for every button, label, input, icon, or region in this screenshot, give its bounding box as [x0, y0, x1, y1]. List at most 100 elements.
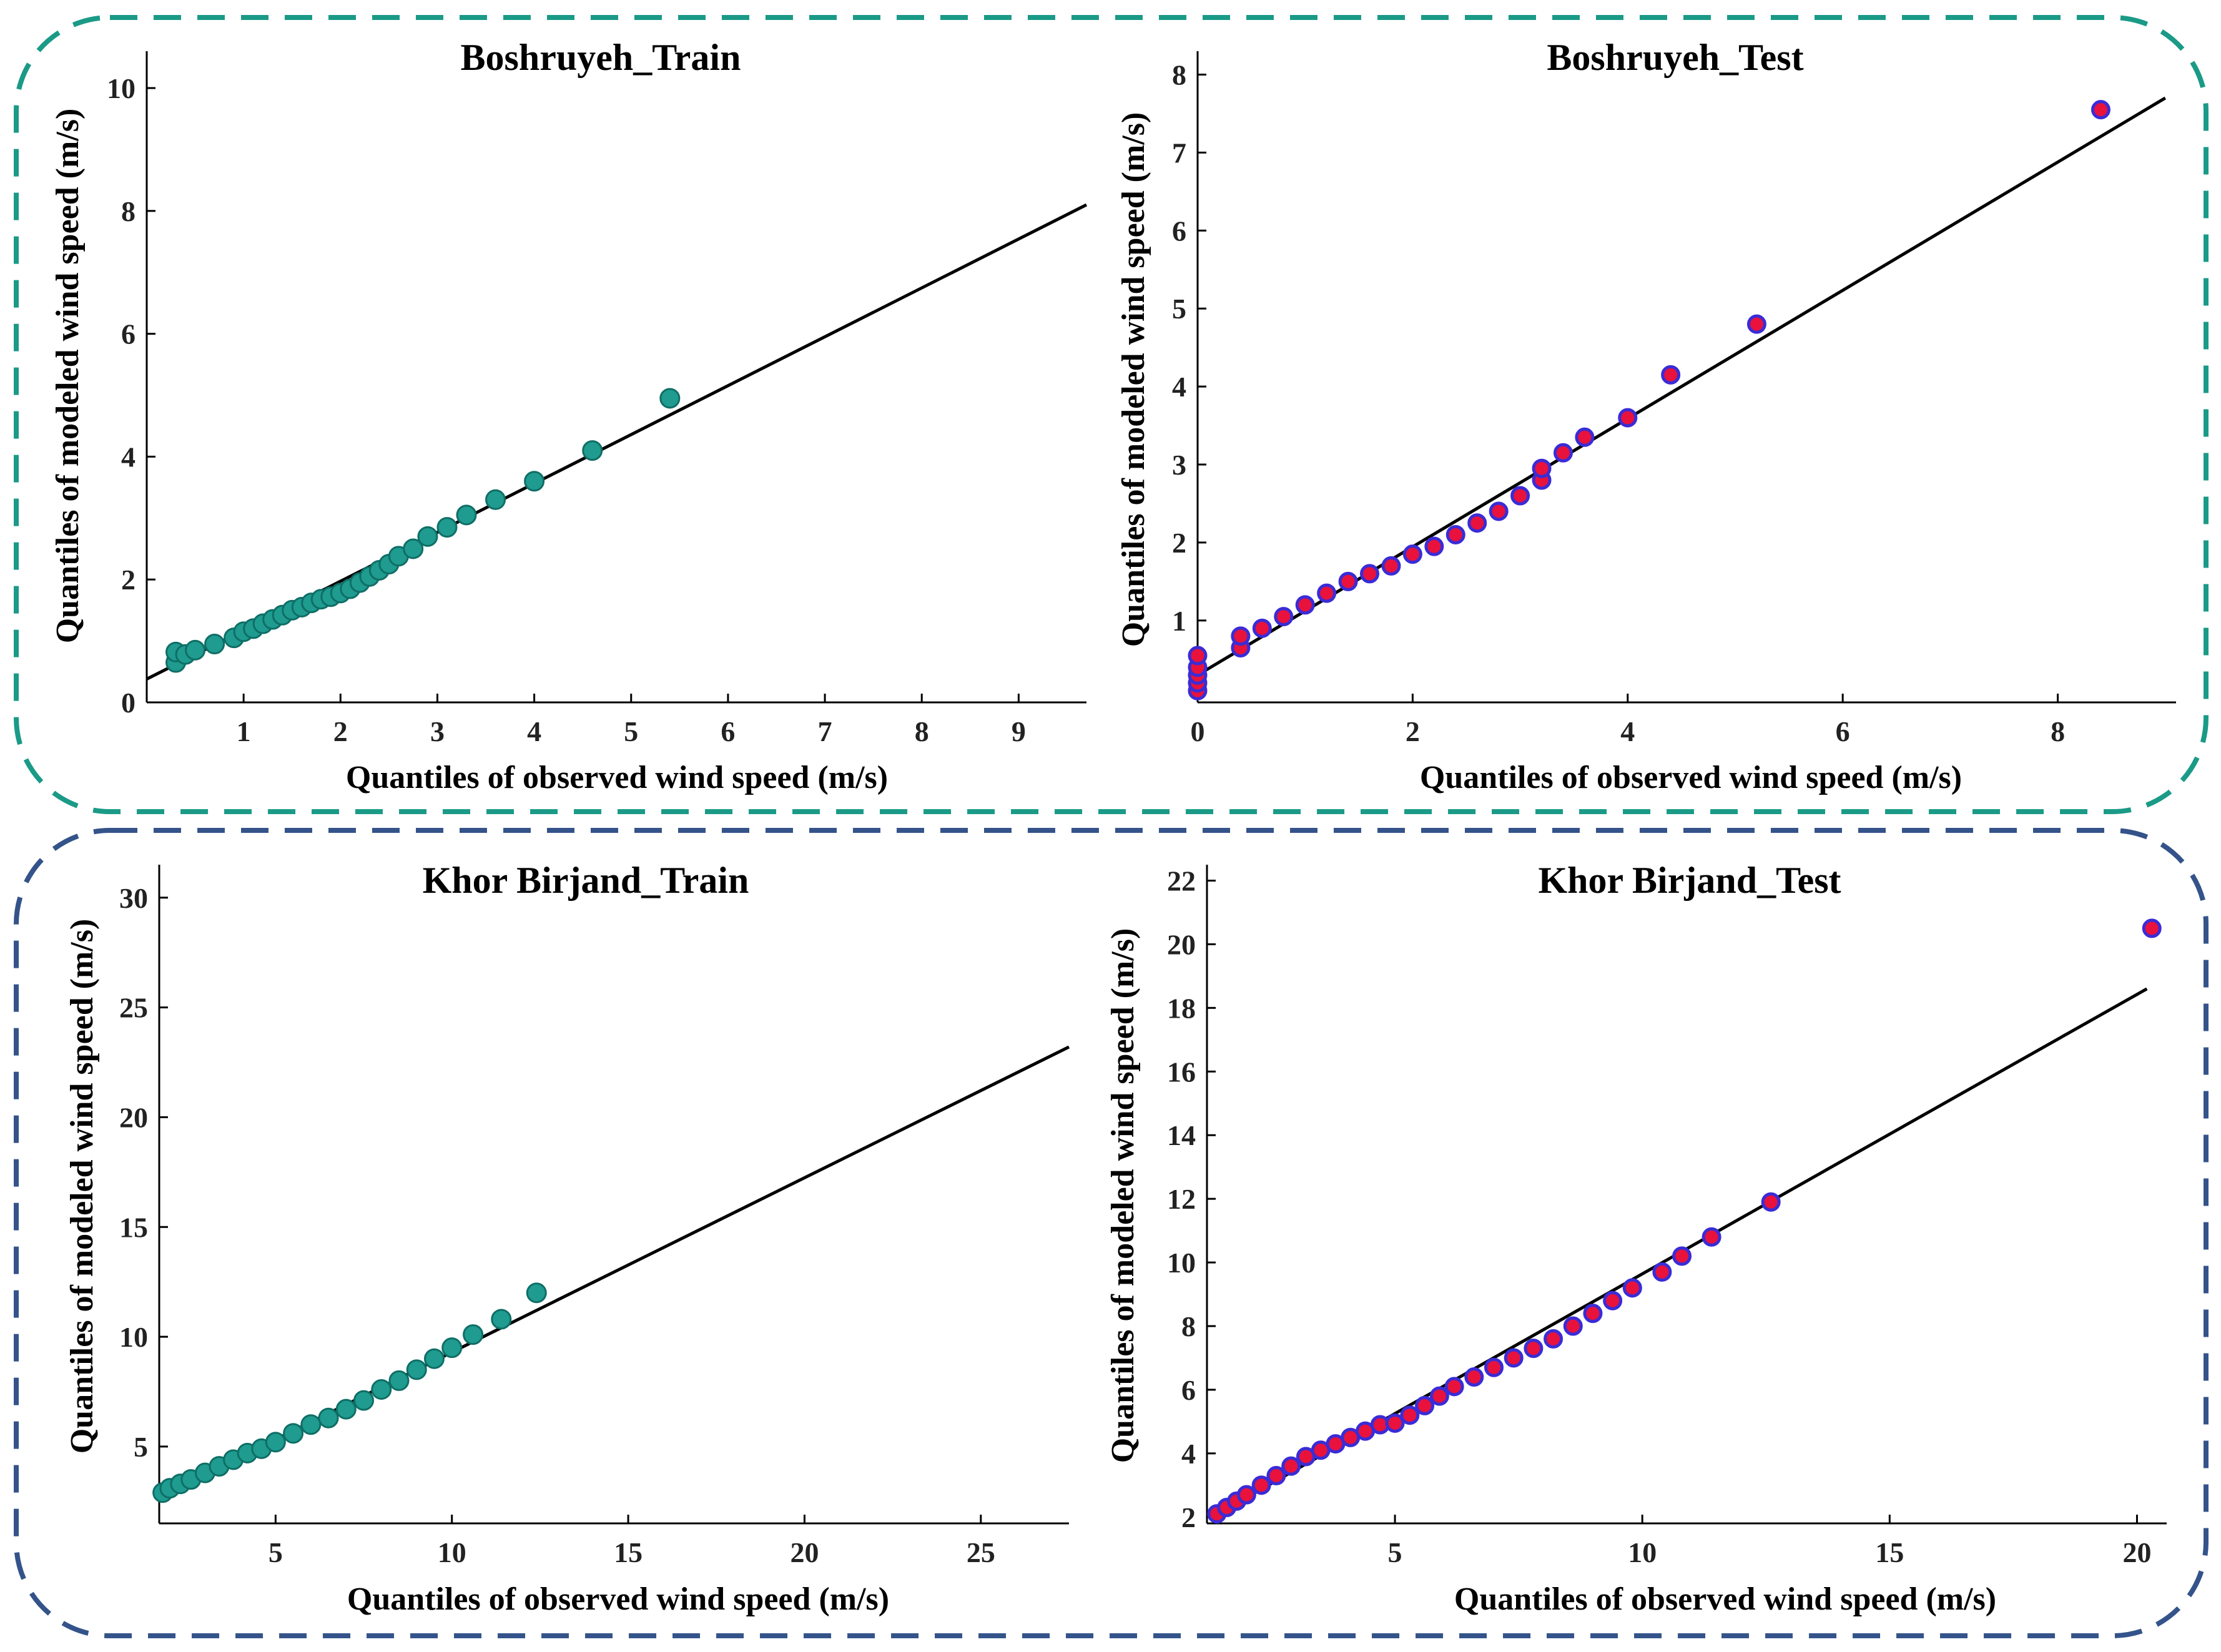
data-point [1385, 1413, 1405, 1433]
y-tick-label: 12 [1167, 1183, 1196, 1215]
x-tick-label: 8 [2051, 715, 2065, 747]
panel-khor-birjand-test: Khor Birjand_Test Quantiles of observed … [1105, 860, 2167, 1617]
boshruyeh-group-frame [14, 15, 2209, 814]
panel-boshruyeh-train: Boshruyeh_Train Quantiles of observed wi… [50, 37, 1088, 795]
y-tick-label: 8 [121, 195, 135, 227]
y-tick-label: 3 [1172, 449, 1186, 481]
data-point [1544, 1329, 1564, 1349]
data-point [1746, 314, 1766, 334]
x-tick-label: 4 [527, 715, 541, 747]
data-point [1281, 1456, 1301, 1476]
y-axis-label: Quantiles of modeled wind speed (m/s) [64, 919, 100, 1454]
data-point [1429, 1386, 1449, 1406]
data-point [1489, 501, 1509, 521]
y-tick-label: 1 [1172, 605, 1186, 637]
x-tick-label: 10 [438, 1536, 466, 1568]
chart-title: Khor Birjand_Train [423, 860, 749, 901]
y-tick-label: 0 [121, 687, 135, 719]
data-point [1672, 1246, 1692, 1266]
panel-boshruyeh-test: Boshruyeh_Test Quantiles of observed win… [1116, 37, 2176, 795]
y-tick-label: 14 [1167, 1119, 1196, 1151]
data-point [406, 1359, 427, 1380]
data-point [1464, 1367, 1484, 1387]
data-point [491, 1309, 512, 1330]
data-point [463, 1324, 484, 1345]
data-point [1424, 536, 1444, 556]
data-point [1524, 1339, 1544, 1359]
x-tick-label: 1 [237, 715, 251, 747]
data-point [1553, 443, 1573, 463]
data-point [204, 634, 225, 655]
data-point [300, 1414, 322, 1435]
y-tick-label: 6 [1172, 215, 1186, 247]
panel-khor-birjand-train: Khor Birjand_Train Quantiles of observed… [64, 860, 1070, 1617]
plot-area: 1 2 3 4 5 6 7 8 9 0 2 4 6 8 10 [107, 51, 1088, 747]
data-point [582, 440, 603, 461]
y-tick-label: 6 [121, 318, 135, 350]
y-tick-label: 20 [119, 1101, 148, 1133]
data-point [1381, 556, 1401, 576]
data-point [1504, 1348, 1524, 1368]
data-point [1360, 564, 1380, 584]
data-point [1317, 583, 1337, 603]
data-point [1532, 458, 1552, 478]
chart-title: Boshruyeh_Train [461, 37, 741, 78]
x-tick-label: 8 [915, 715, 929, 747]
x-tick-label: 5 [1388, 1536, 1402, 1568]
data-point [1603, 1291, 1623, 1310]
y-tick-label: 30 [119, 882, 148, 914]
data-point [1661, 365, 1681, 385]
x-tick-label: 9 [1012, 715, 1026, 747]
data-point [1188, 646, 1208, 666]
data-point [423, 1348, 445, 1369]
data-point [1400, 1405, 1420, 1425]
x-axis-label: Quantiles of observed wind speed (m/s) [1454, 1581, 1996, 1617]
data-point [1467, 513, 1487, 533]
data-point [1251, 1475, 1271, 1495]
x-tick-label: 2 [1406, 715, 1420, 747]
data-point [436, 517, 458, 538]
y-tick-label: 10 [119, 1321, 148, 1353]
y-tick-label: 5 [1172, 293, 1186, 325]
y-tick-label: 10 [107, 72, 135, 104]
plot-area: 0 2 4 6 8 1 2 3 4 5 6 7 8 [1172, 51, 2176, 747]
y-tick-label: 16 [1167, 1056, 1196, 1088]
data-point [1338, 571, 1358, 591]
y-tick-label: 2 [1181, 1502, 1196, 1533]
y-axis-label: Quantiles of modeled wind speed (m/s) [50, 109, 86, 644]
x-tick-label: 0 [1191, 715, 1205, 747]
y-tick-label: 5 [134, 1431, 148, 1463]
data-point [2142, 918, 2162, 938]
data-point [283, 1423, 304, 1444]
data-point [1652, 1262, 1672, 1282]
x-tick-label: 25 [967, 1536, 995, 1568]
data-point [1583, 1304, 1603, 1324]
x-tick-label: 20 [790, 1536, 819, 1568]
reference-line [1196, 96, 2167, 677]
y-tick-label: 2 [1172, 527, 1186, 559]
y-tick-label: 4 [121, 441, 135, 473]
data-point [1618, 408, 1638, 428]
x-tick-label: 6 [721, 715, 735, 747]
x-axis-label: Quantiles of observed wind speed (m/s) [346, 760, 888, 795]
x-tick-label: 15 [614, 1536, 643, 1568]
chart-title: Boshruyeh_Test [1547, 37, 1803, 78]
data-point [1575, 427, 1595, 447]
khor-birjand-group-frame [14, 828, 2209, 1638]
chart-title: Khor Birjand_Test [1538, 860, 1841, 901]
data-point [353, 1390, 375, 1411]
plot-area: 5 10 15 20 2 4 6 8 10 12 14 16 18 20 22 [1167, 865, 2167, 1568]
x-tick-label: 20 [2122, 1536, 2151, 1568]
data-point [388, 1370, 410, 1391]
data-point [1761, 1192, 1781, 1212]
x-tick-label: 5 [268, 1536, 283, 1568]
data-point [441, 1337, 463, 1359]
data-point [1266, 1466, 1286, 1486]
y-axis-label: Quantiles of modeled wind speed (m/s) [1105, 928, 1141, 1463]
data-point [1445, 524, 1465, 544]
data-point [526, 1282, 547, 1304]
x-tick-label: 10 [1628, 1536, 1657, 1568]
data-point [335, 1399, 357, 1420]
